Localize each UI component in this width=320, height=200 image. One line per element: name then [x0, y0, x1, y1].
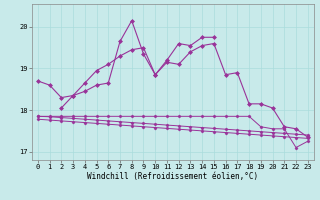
- X-axis label: Windchill (Refroidissement éolien,°C): Windchill (Refroidissement éolien,°C): [87, 172, 258, 181]
